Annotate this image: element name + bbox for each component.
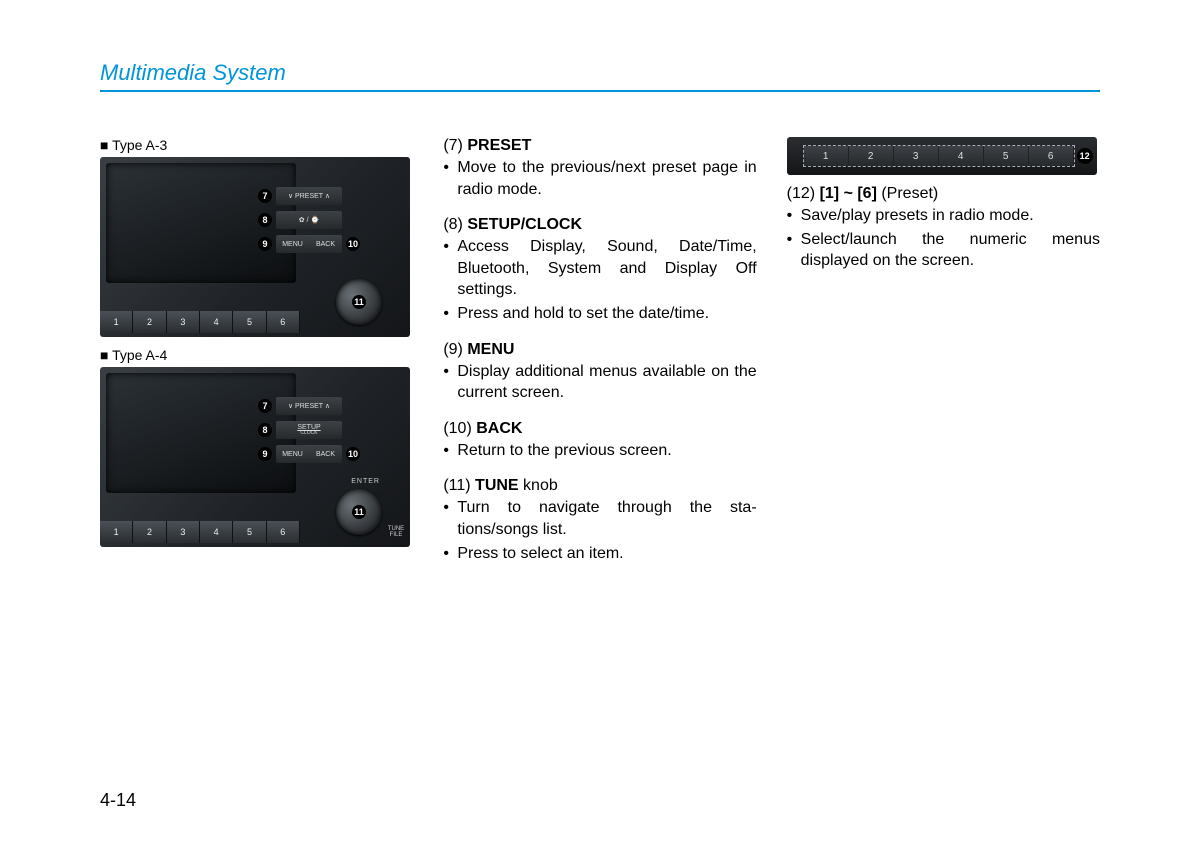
section-num: (7) [443, 137, 463, 154]
preset-2: 2 [133, 521, 166, 543]
column-2: (7) PRESET Move to the previous/next pre… [443, 137, 756, 580]
bullet: Return to the previous screen. [443, 440, 756, 462]
callout-12-icon: 12 [1077, 148, 1093, 164]
clock-btn-sublabel: CLOCK [300, 431, 317, 436]
bullet: Turn to navigate through the sta-tions/s… [443, 497, 756, 540]
back-btn-label: BACK [309, 451, 342, 458]
strip-preset-3: 3 [894, 146, 939, 166]
section-suffix: knob [519, 477, 558, 494]
preset-btn-label: ∨ PRESET ∧ [288, 402, 330, 410]
preset-5: 5 [233, 521, 266, 543]
section-name: MENU [467, 341, 514, 358]
menu-back-button-row: 9 MENU BACK 10 [276, 235, 342, 253]
section-name: PRESET [467, 137, 531, 154]
bullet: Press and hold to set the date/time. [443, 303, 756, 325]
callout-8-icon: 8 [258, 213, 272, 227]
callout-9-icon: 9 [258, 447, 272, 461]
section-name: [1] ~ [6] [820, 185, 877, 202]
preset-1: 1 [100, 521, 133, 543]
bullet: Access Display, Sound, Date/Time, Blueto… [443, 236, 756, 301]
strip-preset-5: 5 [984, 146, 1029, 166]
page-number: 4-14 [100, 790, 136, 811]
setup-clock-button-row: 8 SETUP CLOCK [276, 421, 342, 439]
column-1: ■ Type A-3 7 ∨ PRESET ∧ 8 ✿ / ⌚ 9 MENU [100, 137, 413, 580]
preset-2: 2 [133, 311, 166, 333]
bullet: Press to select an item. [443, 543, 756, 565]
setup-btn-label: ✿ / ⌚ [299, 216, 319, 224]
column-3: 1 2 3 4 5 6 12 (12) [1] ~ [6] (Preset) S… [787, 137, 1100, 580]
enter-label: ENTER [351, 478, 380, 485]
section-presets-1-6: (12) [1] ~ [6] (Preset) Save/play preset… [787, 185, 1100, 272]
callout-11-icon: 11 [352, 505, 366, 519]
preset-5: 5 [233, 311, 266, 333]
preset-6: 6 [267, 311, 300, 333]
callout-9-icon: 9 [258, 237, 272, 251]
preset-button-row: 7 ∨ PRESET ∧ [276, 397, 342, 415]
section-menu: (9) MENU Display additional menus availa… [443, 341, 756, 404]
section-name: SETUP/CLOCK [467, 216, 582, 233]
tune-file-label: TUNE FILE [384, 526, 408, 539]
bullet: Select/launch the numeric menus displaye… [787, 229, 1100, 272]
section-num: (11) [443, 477, 470, 494]
section-back: (10) BACK Return to the previous screen. [443, 420, 756, 462]
preset-button-row: 7 ∨ PRESET ∧ [276, 187, 342, 205]
section-name: TUNE [475, 477, 519, 494]
type-a4-label: ■ Type A-4 [100, 347, 413, 363]
preset-3: 3 [167, 311, 200, 333]
tune-knob: 11 [336, 489, 382, 535]
preset-bar-a3: 1 2 3 4 5 6 [100, 311, 300, 333]
bullet: Display additional menus available on th… [443, 361, 756, 404]
back-btn-label: BACK [309, 241, 342, 248]
callout-7-icon: 7 [258, 189, 272, 203]
preset-1: 1 [100, 311, 133, 333]
section-suffix: (Preset) [877, 185, 938, 202]
menu-back-button-row: 9 MENU BACK 10 [276, 445, 342, 463]
section-num: (10) [443, 420, 471, 437]
header-rule [100, 90, 1100, 92]
bullet: Move to the previous/next preset page in… [443, 157, 756, 200]
bullet: Save/play presets in radio mode. [787, 205, 1100, 227]
callout-8-icon: 8 [258, 423, 272, 437]
menu-btn-label: MENU [276, 241, 309, 248]
section-tune: (11) TUNE knob Turn to navigate through … [443, 477, 756, 564]
section-num: (8) [443, 216, 463, 233]
section-preset: (7) PRESET Move to the previous/next pre… [443, 137, 756, 200]
page-title: Multimedia System [100, 60, 1100, 86]
tune-knob: 11 [336, 279, 382, 325]
strip-preset-2: 2 [849, 146, 894, 166]
preset-4: 4 [200, 521, 233, 543]
preset-strip-image: 1 2 3 4 5 6 12 [787, 137, 1097, 175]
section-setup-clock: (8) SETUP/CLOCK Access Display, Sound, D… [443, 216, 756, 324]
radio-type-a4: 7 ∨ PRESET ∧ 8 SETUP CLOCK 9 MENU BACK 1… [100, 367, 410, 547]
preset-3: 3 [167, 521, 200, 543]
type-a3-label: ■ Type A-3 [100, 137, 413, 153]
preset-4: 4 [200, 311, 233, 333]
strip-preset-4: 4 [939, 146, 984, 166]
section-num: (9) [443, 341, 463, 358]
strip-preset-6: 6 [1029, 146, 1074, 166]
preset-btn-label: ∨ PRESET ∧ [288, 192, 330, 200]
callout-11-icon: 11 [352, 295, 366, 309]
setup-clock-button-row: 8 ✿ / ⌚ [276, 211, 342, 229]
radio-type-a3: 7 ∨ PRESET ∧ 8 ✿ / ⌚ 9 MENU BACK 10 [100, 157, 410, 337]
callout-7-icon: 7 [258, 399, 272, 413]
callout-10-icon: 10 [346, 447, 360, 461]
section-num: (12) [787, 185, 815, 202]
callout-10-icon: 10 [346, 237, 360, 251]
preset-6: 6 [267, 521, 300, 543]
preset-bar-a4: 1 2 3 4 5 6 [100, 521, 300, 543]
strip-preset-1: 1 [804, 146, 849, 166]
menu-btn-label: MENU [276, 451, 309, 458]
section-name: BACK [476, 420, 522, 437]
